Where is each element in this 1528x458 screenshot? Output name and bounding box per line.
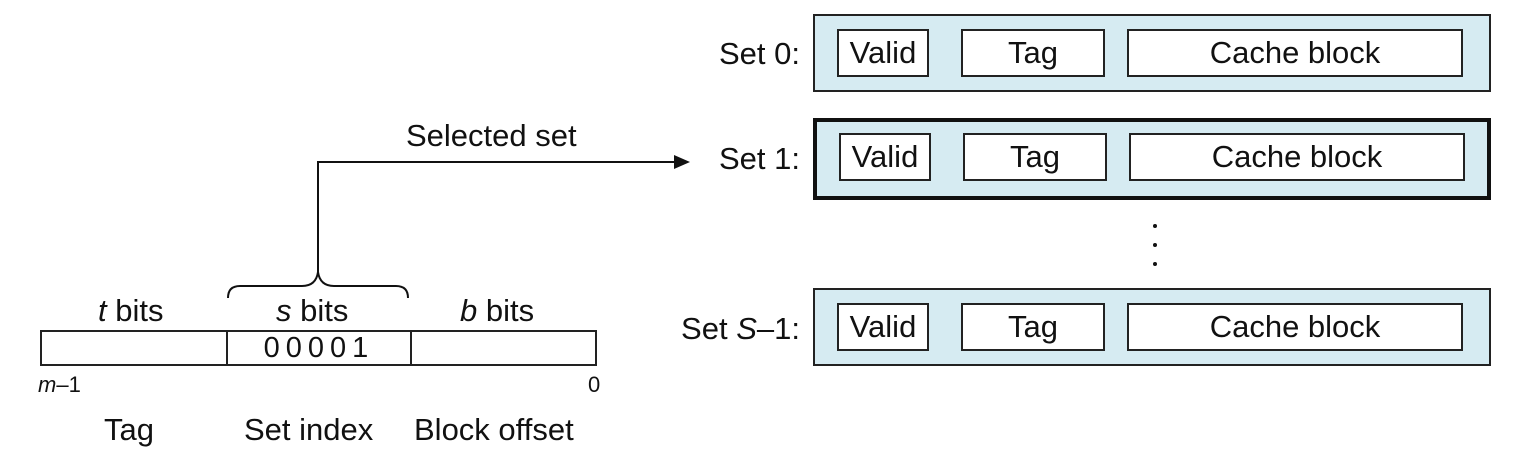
set-0-cache-block-cell: Cache block [1127,29,1463,77]
set-last-cache-block-cell: Cache block [1127,303,1463,351]
high-bit-label: m–1 [38,372,81,398]
set-last-label-var: S [736,311,757,346]
set-1-tag-cell: Tag [963,133,1107,181]
address-tag-field [40,330,228,366]
high-bit-suffix: –1 [56,372,81,397]
set-0-tag-cell: Tag [961,29,1105,77]
set-last-row: Valid Tag Cache block [813,288,1491,366]
set-0-label: Set 0: [719,36,800,71]
selected-set-line [317,161,676,272]
set-last-label-prefix: Set [681,311,737,346]
tag-width-suffix: bits [106,293,164,328]
address-tag-value [42,332,226,364]
set-last-tag-cell: Tag [961,303,1105,351]
tag-width-var: t [98,293,107,328]
selected-set-label: Selected set [406,118,577,153]
address-set-index-value: 00001 [263,331,375,364]
set-last-label-suffix: –1: [756,311,800,346]
set-0-valid-cell: Valid [837,29,929,77]
set-0-row: Valid Tag Cache block [813,14,1491,92]
set-index-width-suffix: bits [291,293,349,328]
tag-width-label: t bits [98,293,163,329]
address-block-offset-value [412,332,595,364]
block-offset-width-suffix: bits [477,293,535,328]
address-block-offset-field [410,330,597,366]
set-1-cache-block-cell: Cache block [1129,133,1465,181]
set-1-valid-cell: Valid [839,133,931,181]
set-index-width-label: s bits [276,293,348,329]
selected-set-arrowhead [674,155,690,169]
low-bit-label: 0 [588,372,601,397]
block-offset-field-name: Block offset [414,412,574,447]
tag-field-name: Tag [104,412,154,447]
set-1-label: Set 1: [719,141,800,176]
set-1-row-selected: Valid Tag Cache block [813,118,1491,200]
set-last-label: Set S–1: [640,311,800,347]
set-last-valid-cell: Valid [837,303,929,351]
set-index-width-var: s [276,293,292,328]
set-index-field-name: Set index [244,412,374,447]
high-bit-var: m [38,372,57,397]
block-offset-width-var: b [460,293,478,328]
block-offset-width-label: b bits [460,293,534,329]
address-set-index-field: 00001 [226,330,412,366]
